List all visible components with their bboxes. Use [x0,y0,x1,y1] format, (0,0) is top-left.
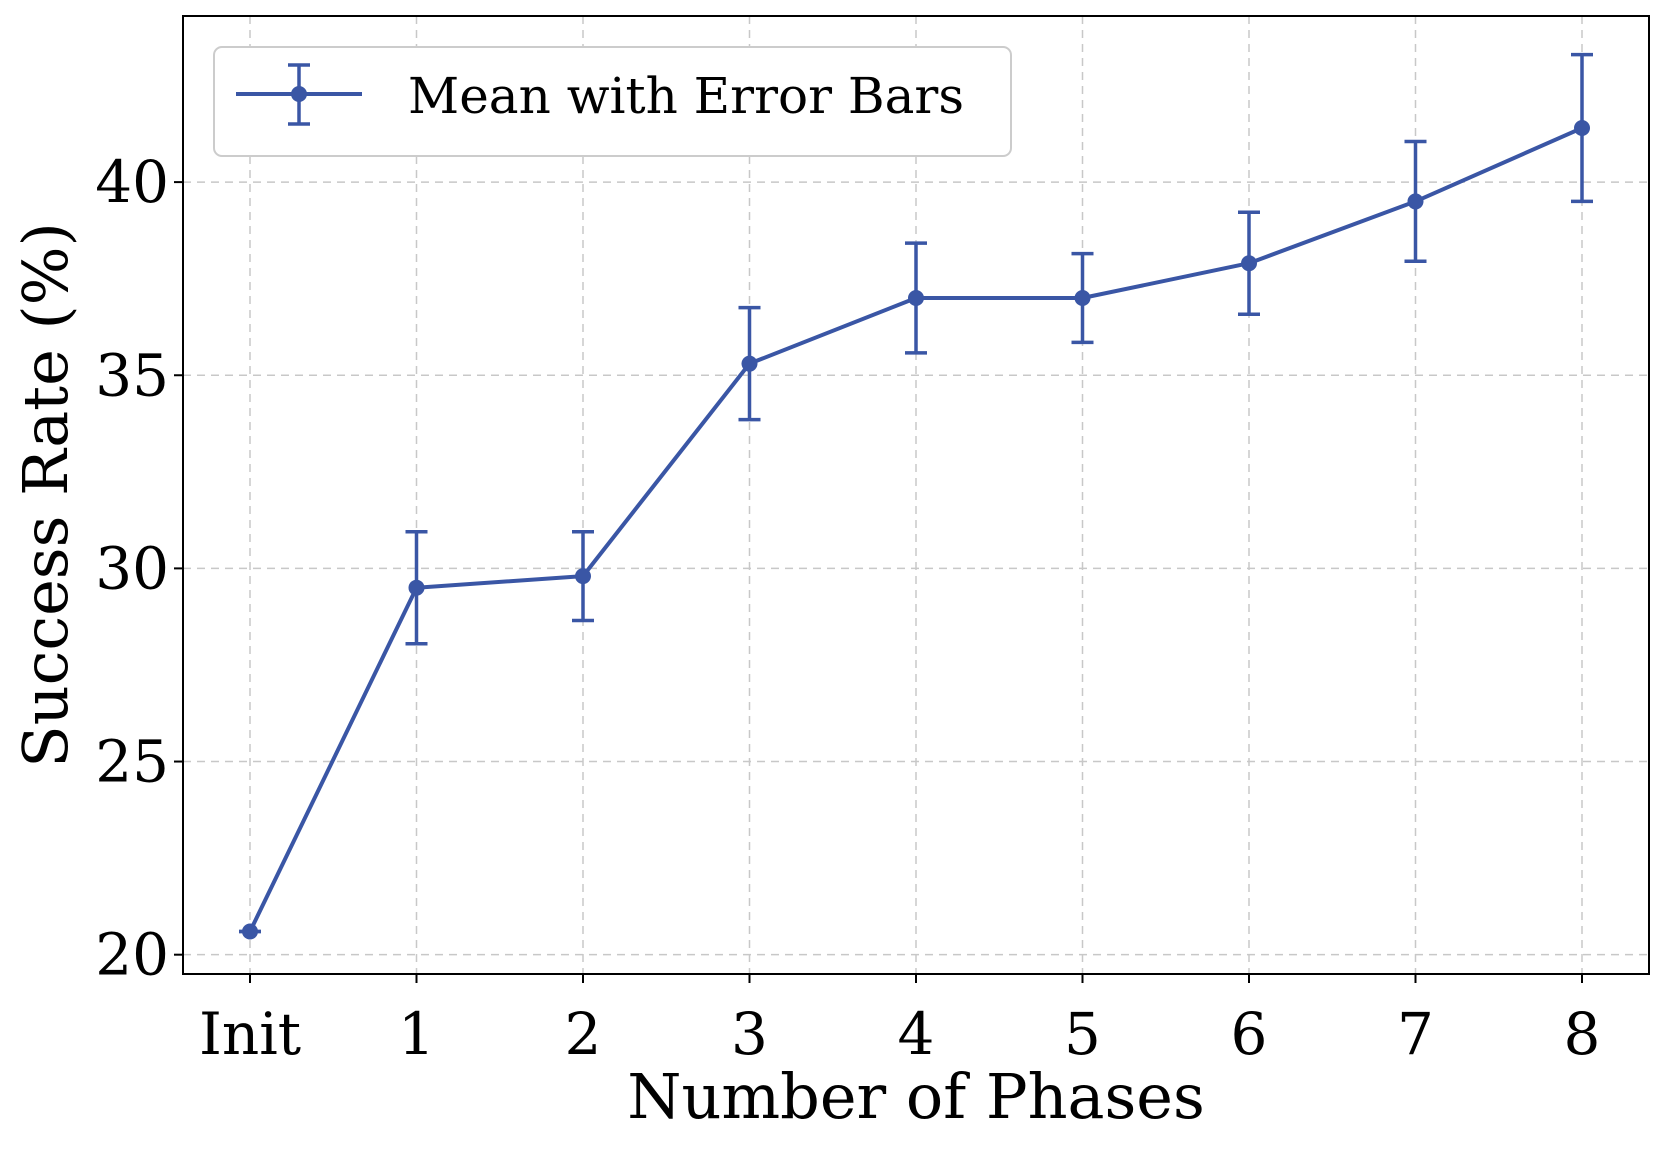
legend-point-marker [291,86,307,102]
legend-box [213,46,1012,157]
x-axis-title: Number of Phases [627,1060,1205,1133]
series-layer [239,52,1593,940]
data-point [1574,120,1590,137]
y-tick-label: 25 [95,728,169,796]
x-tick-label: 7 [1397,1000,1434,1068]
legend: Mean with Error Bars [213,46,1012,157]
y-tick-label: 35 [95,341,169,409]
y-tick-label: 40 [95,148,169,216]
x-tick-label: 1 [398,1000,435,1068]
x-tick-label: 2 [565,1000,602,1068]
data-point [242,923,258,940]
data-point [1074,289,1091,306]
y-axis-title: Success Rate (%) [9,222,82,768]
data-point [575,568,591,585]
x-tick-label: 6 [1231,1000,1268,1068]
y-tick-label: 20 [95,921,169,989]
data-point [908,289,924,306]
y-tick-label: 30 [95,534,169,602]
grid [183,16,1649,974]
data-point [1241,255,1257,272]
x-tick-label: 4 [898,1000,935,1068]
x-tick-label: 3 [731,1000,768,1068]
x-tick-label: Init [199,1000,301,1068]
data-point [1407,193,1424,210]
x-tick-label: 8 [1564,1000,1601,1068]
ticks: Init 1 2 3 4 5 6 7 8 20 25 30 35 40 [95,148,1600,1068]
data-point [408,579,425,596]
legend-label: Mean with Error Bars [408,67,964,125]
x-tick-label: 5 [1064,1000,1101,1068]
data-point [741,355,758,372]
